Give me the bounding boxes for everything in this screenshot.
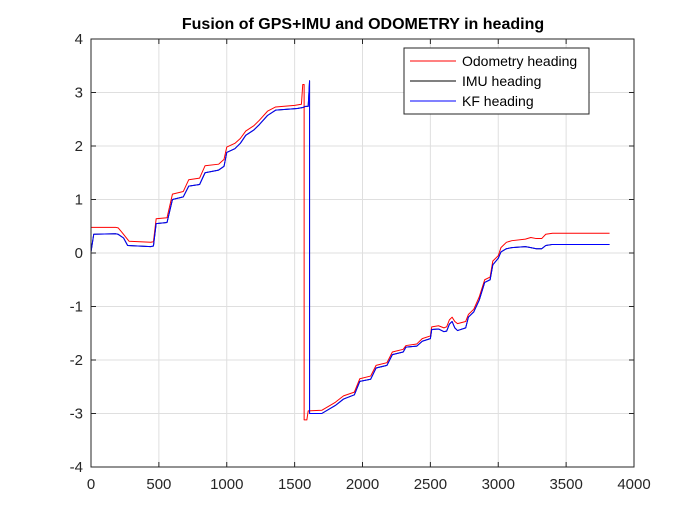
legend-label: IMU heading [462, 73, 541, 89]
chart-title: Fusion of GPS+IMU and ODOMETRY in headin… [182, 16, 544, 33]
x-axis-ticks: 0 500 1000 1500 2000 2500 3000 3500 4000 [87, 39, 651, 493]
y-tick-label: 0 [75, 245, 83, 262]
x-tick-label: 0 [87, 476, 95, 493]
x-tick-label: 1000 [210, 476, 243, 493]
legend-label: Odometry heading [462, 53, 577, 69]
series-group [90, 80, 610, 421]
x-tick-label: 2000 [346, 476, 379, 493]
y-axis-ticks: 4 3 2 1 0 -1 -2 -3 -4 [70, 31, 634, 476]
x-tick-label: 500 [146, 476, 171, 493]
x-tick-label: 2500 [414, 476, 447, 493]
y-tick-label: 1 [75, 192, 83, 209]
y-tick-label: -1 [70, 299, 83, 316]
x-tick-label: 3000 [482, 476, 515, 493]
y-tick-label: -3 [70, 406, 83, 423]
y-tick-label: -2 [70, 352, 83, 369]
x-tick-label: 1500 [278, 476, 311, 493]
y-tick-label: 4 [75, 31, 83, 48]
series-line-3 [90, 80, 610, 414]
legend: Odometry heading IMU heading KF heading [403, 47, 590, 115]
y-tick-label: 3 [75, 85, 83, 102]
legend-label: KF heading [462, 93, 534, 109]
y-tick-label: 2 [75, 138, 83, 155]
x-tick-label: 3500 [549, 476, 582, 493]
y-tick-label: -4 [70, 459, 83, 476]
series-line-1 [91, 83, 610, 421]
x-tick-label: 4000 [617, 476, 650, 493]
